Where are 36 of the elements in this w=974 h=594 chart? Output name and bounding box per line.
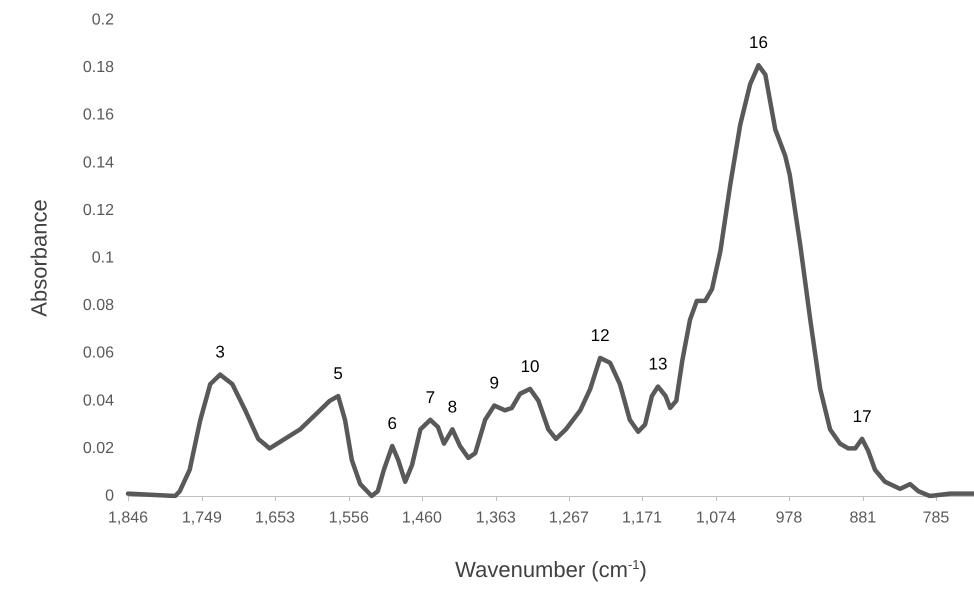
y-tick-label: 0.14 — [82, 154, 114, 172]
annotation: 7 — [426, 388, 436, 407]
y-tick-label: 0.08 — [82, 297, 114, 314]
annotation: 9 — [490, 374, 500, 393]
x-tick-label: 1,846 — [108, 510, 148, 526]
annotation: 5 — [333, 364, 343, 384]
annotation: 13 — [648, 354, 668, 374]
y-tick-label: 0.16 — [82, 106, 114, 124]
line-series — [126, 62, 974, 498]
y-tick-label: 0 — [105, 488, 114, 504]
y-axis-title: Absorbance — [26, 199, 52, 317]
annotation: 8 — [448, 397, 458, 416]
x-tick-label: 1,363 — [476, 510, 516, 526]
annotation: 10 — [520, 356, 540, 376]
annotation: 6 — [388, 414, 397, 434]
y-tick-label: 0.2 — [92, 12, 114, 28]
annotation: 3 — [215, 342, 225, 362]
x-tick-label: 1,653 — [254, 510, 296, 526]
x-tick-label: 1,074 — [696, 510, 736, 526]
x-tick-label: 881 — [849, 510, 876, 526]
annotation: 12 — [590, 326, 610, 345]
y-tick-label: 0.18 — [82, 59, 114, 76]
y-tick-label: 0.12 — [82, 202, 114, 219]
y-tick-label: 0.1 — [92, 250, 114, 266]
y-tick-label: 0.02 — [82, 440, 114, 457]
y-tick-label: 0.06 — [82, 344, 114, 362]
y-tick-label: 0.04 — [82, 392, 114, 410]
x-tick-label: 1,460 — [402, 510, 442, 526]
x-tick-label: 785 — [922, 510, 950, 526]
x-tick-label: 1,749 — [182, 510, 222, 526]
annotation: 16 — [749, 33, 768, 52]
annotation: 17 — [852, 406, 872, 426]
x-tick-label: 1,171 — [622, 510, 662, 526]
x-tick-label: 1,556 — [328, 510, 369, 526]
x-tick-label: 1,267 — [548, 510, 590, 526]
x-tick-label: 978 — [776, 510, 802, 526]
